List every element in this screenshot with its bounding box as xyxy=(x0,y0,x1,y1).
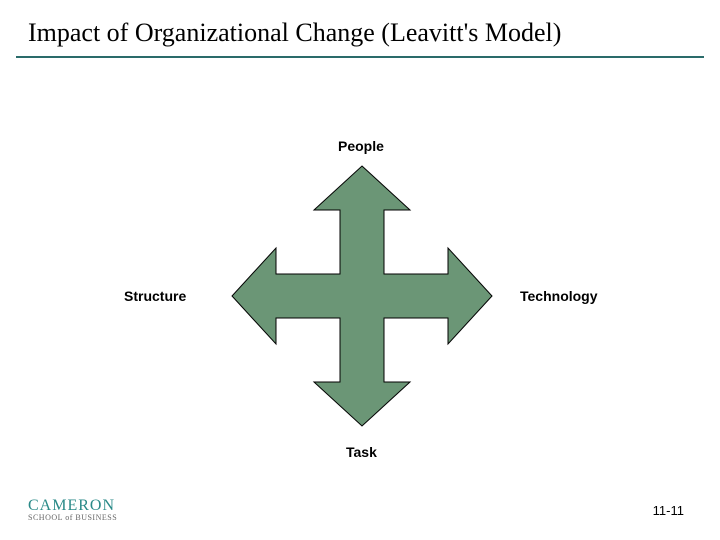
brand-sub: SCHOOL of BUSINESS xyxy=(28,513,117,522)
page-number: 11-11 xyxy=(653,503,684,518)
label-task: Task xyxy=(346,444,377,460)
cross-arrows-icon xyxy=(232,166,492,426)
slide: Impact of Organizational Change (Leavitt… xyxy=(0,0,720,540)
label-technology: Technology xyxy=(520,288,598,304)
label-people: People xyxy=(338,138,384,154)
footer-logo: CAMERON SCHOOL of BUSINESS xyxy=(28,497,117,522)
label-structure: Structure xyxy=(124,288,186,304)
